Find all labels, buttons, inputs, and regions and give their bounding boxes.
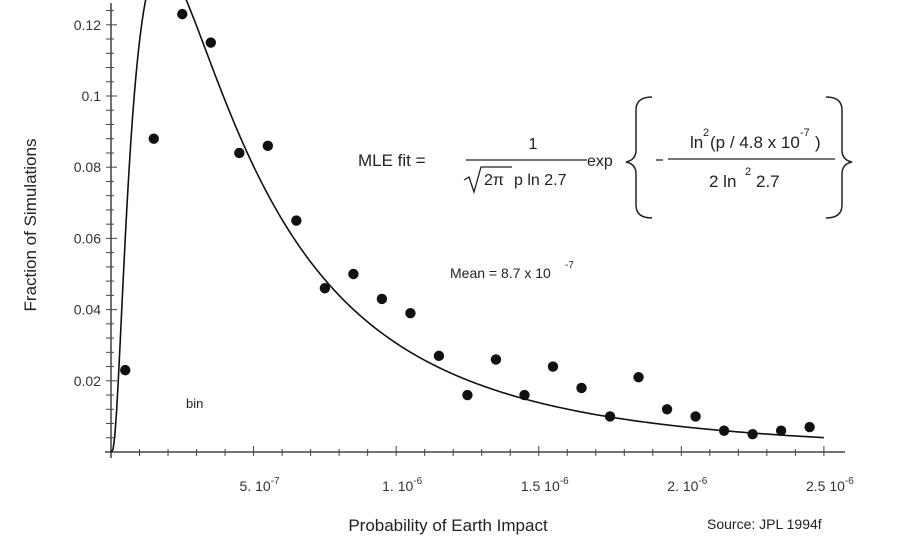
data-point bbox=[490, 354, 502, 365]
x-tick-label: 2.5 10-6 bbox=[806, 476, 854, 494]
fit-numerator-close: ) bbox=[815, 133, 821, 152]
data-point bbox=[690, 411, 701, 422]
data-point bbox=[177, 8, 188, 20]
fit-sqrt-argument: 2π bbox=[484, 172, 504, 189]
data-point bbox=[604, 411, 616, 422]
y-tick-label: 0.08 bbox=[74, 159, 101, 175]
x-tick-label: 1.5 10-6 bbox=[521, 476, 569, 494]
data-point bbox=[148, 133, 159, 144]
x-tick-label: 5. 10-7 bbox=[240, 476, 280, 494]
data-point bbox=[348, 268, 359, 280]
y-tick-label: 0.12 bbox=[74, 17, 101, 33]
data-point bbox=[120, 364, 131, 376]
data-point bbox=[633, 372, 644, 383]
fit-sqrt-sign bbox=[463, 166, 512, 195]
data-point bbox=[519, 389, 530, 401]
x-tick-label: 1. 10-6 bbox=[382, 476, 422, 494]
fit-numerator-square: 2 bbox=[703, 127, 709, 139]
data-point bbox=[234, 147, 245, 159]
y-tick-label: 0.06 bbox=[74, 230, 101, 246]
y-tick-label: 0.02 bbox=[74, 373, 101, 389]
fit-numerator-ln: ln bbox=[690, 133, 703, 152]
fit-denominator-rest: p ln 2.7 bbox=[514, 172, 567, 189]
data-point bbox=[405, 307, 416, 319]
points-layer bbox=[120, 8, 815, 440]
bin-label: bin bbox=[186, 396, 203, 411]
data-point bbox=[262, 140, 274, 152]
fit-denominator-ln: 2 ln bbox=[709, 172, 736, 191]
data-point bbox=[661, 404, 673, 415]
mean-exponent: -7 bbox=[565, 260, 574, 271]
mean-label: Mean = 8.7 x 10 bbox=[450, 265, 551, 281]
x-axis-title: Probability of Earth Impact bbox=[348, 516, 548, 535]
fit-formula-numerator: 1 bbox=[529, 136, 538, 153]
fit-denominator-value: 2.7 bbox=[756, 172, 780, 191]
data-point bbox=[291, 215, 302, 226]
x-tick-label: 2. 10-6 bbox=[667, 476, 707, 494]
data-point bbox=[376, 293, 388, 305]
y-tick-label: 0.1 bbox=[82, 88, 102, 104]
data-point bbox=[747, 429, 758, 440]
fit-numerator-exponent: -7 bbox=[800, 127, 810, 139]
data-point bbox=[319, 283, 331, 294]
data-point bbox=[547, 361, 559, 372]
source-label: Source: JPL 1994f bbox=[707, 516, 822, 532]
y-tick-label: 0.04 bbox=[74, 302, 101, 318]
data-point bbox=[804, 421, 815, 433]
fit-exp: exp bbox=[587, 153, 613, 170]
data-point bbox=[576, 382, 587, 394]
y-axis-title: Fraction of Simulations bbox=[21, 139, 40, 312]
axes-layer: 0.02 0.04 0.06 0.08 0.1 0.12 5. 10-7 1. 10-6 1.5… bbox=[74, 3, 854, 494]
fit-denominator-square: 2 bbox=[745, 166, 751, 178]
data-point bbox=[718, 425, 730, 436]
left-brace bbox=[625, 96, 653, 219]
data-point bbox=[775, 425, 787, 436]
right-brace bbox=[825, 96, 853, 219]
fit-formula-label: MLE fit = bbox=[358, 151, 426, 170]
data-point bbox=[462, 389, 473, 401]
data-point bbox=[433, 350, 445, 362]
fit-layer bbox=[110, 0, 824, 453]
fit-formula: MLE fit = 1 2π p ln 2.7 exp ln 2 (p / 4.… bbox=[358, 96, 853, 219]
fit-numerator-argument: (p / 4.8 x 10 bbox=[710, 133, 800, 152]
mean-annotation: Mean = 8.7 x 10 -7 bbox=[450, 260, 574, 281]
data-point bbox=[205, 37, 217, 48]
fit-curve bbox=[110, 0, 824, 453]
